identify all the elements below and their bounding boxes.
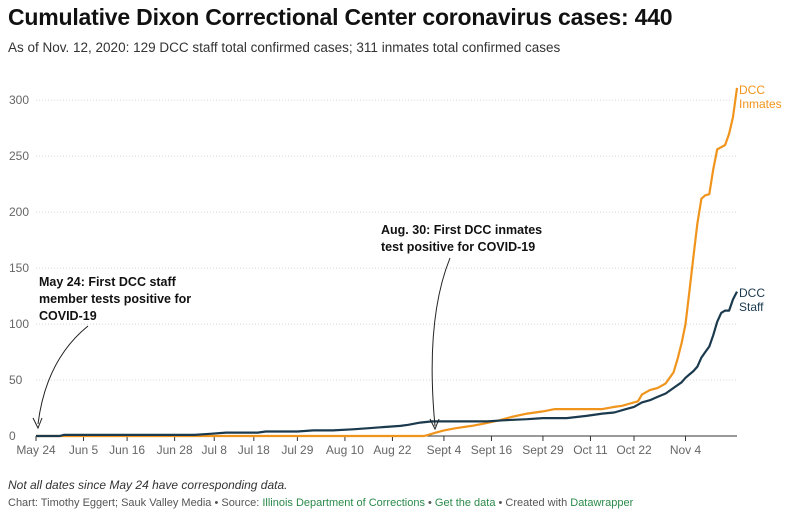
footer-separator: • — [424, 497, 435, 509]
x-tick-label: Aug 10 — [326, 443, 364, 457]
y-tick-label: 100 — [9, 317, 29, 331]
chart-subtitle: As of Nov. 12, 2020: 129 DCC staff total… — [8, 40, 561, 55]
annotation-arrow-inmates — [431, 257, 451, 427]
chart-footer: Chart: Timothy Eggert; Sauk Valley Media… — [8, 497, 633, 509]
x-tick-label: Sept 29 — [522, 443, 564, 457]
line-chart: 0 50 100 150 200 250 300 May 24 Jun 5 Jun 16 Jun … — [9, 83, 782, 457]
series-lines — [36, 87, 739, 438]
annotation-inmates-first-case: Aug. 30: First DCC inmates test positive … — [381, 223, 542, 254]
inmates-series-label: DCC Inmates — [739, 83, 782, 111]
y-tick-label: 200 — [9, 205, 29, 219]
annotation-arrowhead-staff — [32, 417, 43, 430]
x-tick-label: Sept 4 — [427, 443, 462, 457]
footer-credit: Chart: Timothy Eggert; Sauk Valley Media… — [8, 497, 263, 509]
x-tick-label: May 24 — [16, 443, 56, 457]
y-tick-label: 0 — [9, 429, 16, 443]
x-tick-label: Jun 5 — [69, 443, 99, 457]
footer-created-with: • Created with — [495, 497, 571, 509]
x-tick-label: Jun 16 — [109, 443, 145, 457]
x-tick-label: Nov 4 — [670, 443, 702, 457]
datawrapper-link[interactable]: Datawrapper — [570, 497, 634, 509]
x-axis: May 24 Jun 5 Jun 16 Jun 28 Jul 8 Jul 18 Jul 29… — [16, 435, 737, 457]
annotation-arrowhead-inmates — [429, 418, 440, 431]
annotation-staff-first-case: May 24: First DCC staff member tests posi… — [39, 275, 191, 323]
staff-series-label: DCC Staff — [739, 286, 765, 314]
get-data-link[interactable]: Get the data — [434, 497, 496, 509]
x-tick-label: Oct 22 — [616, 443, 652, 457]
x-tick-label: Oct 11 — [573, 443, 608, 457]
y-tick-label: 300 — [9, 93, 29, 107]
chart-title: Cumulative Dixon Correctional Center cor… — [8, 4, 673, 30]
y-tick-label: 50 — [9, 373, 23, 387]
x-tick-label: Jul 8 — [202, 443, 228, 457]
y-axis-ticks: 0 50 100 150 200 250 300 — [9, 93, 29, 443]
annotation-arrow-staff — [37, 325, 89, 425]
x-tick-label: Sept 16 — [471, 443, 513, 457]
y-tick-label: 250 — [9, 149, 29, 163]
x-tick-label: Jul 29 — [281, 443, 313, 457]
x-tick-label: Aug 22 — [373, 443, 411, 457]
x-tick-label: Jun 28 — [157, 443, 193, 457]
x-tick-label: Jul 18 — [238, 443, 270, 457]
staff-series-line — [36, 291, 738, 438]
annotations: May 24: First DCC staff member tests posi… — [32, 223, 542, 431]
y-tick-label: 150 — [9, 261, 29, 275]
source-link[interactable]: Illinois Department of Corrections — [262, 497, 425, 509]
chart-note: Not all dates since May 24 have correspo… — [8, 478, 288, 492]
series-labels: DCC Inmates DCC Staff — [739, 83, 782, 314]
inmates-series-line — [36, 87, 739, 438]
